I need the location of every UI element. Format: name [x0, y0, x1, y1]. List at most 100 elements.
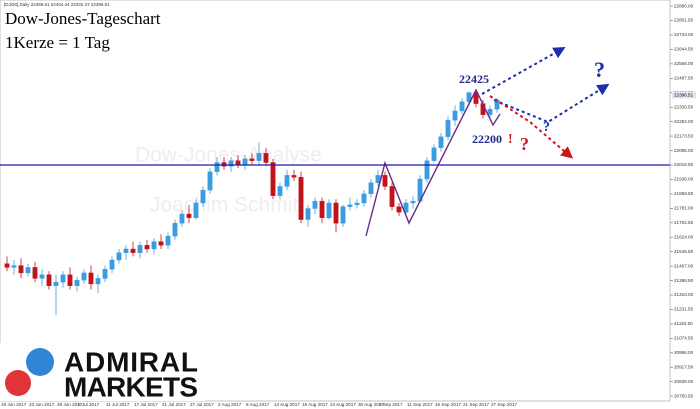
chart-subtitle: 1Kerze = 1 Tag — [5, 33, 110, 52]
x-tick-label: 2 Aug 2017 — [218, 402, 242, 407]
x-tick-label: 29 Jun 2017 — [57, 402, 83, 407]
last-price-label: 22396.51 — [674, 92, 694, 97]
candle-body — [228, 160, 234, 167]
y-tick-label: 20996.00 — [674, 350, 694, 355]
x-tick-label: 19 Jun 2017 — [1, 402, 27, 407]
candle-body — [312, 200, 318, 209]
candle-body — [368, 182, 374, 194]
y-tick-label: 22487.50 — [674, 76, 694, 81]
logo-text: MARKETS — [64, 371, 198, 402]
y-tick-label: 22880.00 — [674, 3, 694, 8]
logo-circle — [5, 370, 31, 396]
candle-body — [361, 193, 367, 204]
candle-body — [382, 175, 388, 187]
candle-body — [207, 171, 213, 191]
y-tick-label: 22644.50 — [674, 47, 694, 52]
candle-body — [410, 200, 416, 204]
candle-body — [340, 206, 346, 224]
candle-body — [130, 248, 136, 253]
x-tick-label: 5 Jul 2017 — [78, 402, 100, 407]
y-tick-label: 22723.00 — [674, 32, 694, 37]
candle-body — [284, 175, 290, 187]
candle-body — [60, 274, 66, 283]
candle-body — [235, 160, 241, 165]
annotation: 22200 — [472, 132, 502, 146]
y-tick-label: 21388.50 — [674, 278, 694, 283]
candle-body — [11, 265, 17, 268]
candle-body — [53, 281, 59, 286]
logo-circle — [26, 348, 54, 376]
y-tick-label: 21467.00 — [674, 263, 694, 268]
x-tick-label: 27 Sep 2017 — [491, 402, 518, 407]
y-tick-label: 21702.50 — [674, 220, 694, 225]
candle-body — [144, 245, 150, 250]
candle-body — [277, 186, 283, 196]
candle-body — [473, 92, 479, 104]
annotation: ? — [543, 120, 550, 135]
forecast-arrow — [493, 83, 610, 124]
y-tick-label: 22252.00 — [674, 119, 694, 124]
chart-title: Dow-Jones-Tageschart — [5, 9, 161, 28]
y-tick-label: 21153.00 — [674, 321, 693, 326]
candle-body — [459, 101, 465, 112]
x-tick-label: 18 Aug 2017 — [302, 402, 328, 407]
y-tick-label: 21624.00 — [674, 234, 694, 239]
y-tick-label: 22016.50 — [674, 162, 694, 167]
candle-body — [39, 274, 45, 279]
candle-body — [438, 136, 444, 148]
candle-body — [445, 119, 451, 137]
candle-body — [151, 241, 157, 250]
candle-body — [165, 235, 171, 246]
candle-body — [158, 241, 164, 246]
x-tick-label: 21 Sep 2017 — [463, 402, 490, 407]
y-tick-label: 21938.00 — [674, 177, 694, 182]
logo-text: ADMIRAL — [64, 346, 198, 377]
last-price-box — [672, 91, 696, 99]
logo: ADMIRAL MARKETS — [0, 343, 205, 402]
x-tick-label: 11 Jul 2017 — [106, 402, 130, 407]
y-tick-label: 20839.00 — [674, 379, 694, 384]
x-tick-label: 27 Jul 2017 — [190, 402, 214, 407]
candle-body — [326, 202, 332, 218]
x-tick-label: 14 Aug 2017 — [274, 402, 300, 407]
candle-body — [81, 272, 87, 281]
candle-body — [389, 186, 395, 207]
candle-body — [193, 202, 199, 218]
candle-body — [263, 153, 269, 163]
candles — [4, 89, 500, 316]
pattern-line — [365, 88, 501, 237]
candle-body — [109, 259, 115, 270]
candle-body — [95, 278, 101, 285]
watermark: Joachim Schmitt — [150, 194, 304, 217]
candle-body — [221, 162, 227, 167]
y-tick-label: 21545.50 — [674, 249, 694, 254]
candle-body — [172, 223, 178, 237]
candle-body — [46, 274, 52, 286]
candle-body — [403, 202, 409, 213]
candle-body — [305, 208, 311, 220]
candle-body — [67, 274, 73, 286]
candle-body — [291, 175, 297, 178]
candle-body — [4, 263, 10, 268]
x-tick-label: 11 Sep 2017 — [407, 402, 433, 407]
candle-body — [88, 272, 94, 285]
candle-body — [396, 206, 402, 213]
candle-body — [347, 204, 353, 207]
x-tick-label: 15 Sep 2017 — [435, 402, 462, 407]
x-tick-label: 5 Sep 2017 — [379, 402, 403, 407]
x-tick-label: 24 Aug 2017 — [330, 402, 356, 407]
candle-body — [74, 280, 80, 286]
y-tick-label: 21781.00 — [674, 206, 694, 211]
y-tick-label: 21310.00 — [674, 292, 694, 297]
candle-body — [424, 160, 430, 180]
candle-body — [431, 147, 437, 161]
candle-body — [18, 265, 24, 274]
candle-body — [249, 158, 255, 161]
candle-body — [256, 153, 262, 161]
watermark: Dow-Jones-Analyse — [135, 144, 322, 167]
candle-body — [242, 158, 248, 165]
y-tick-label: 22801.50 — [674, 18, 694, 23]
candle-body — [186, 213, 192, 218]
